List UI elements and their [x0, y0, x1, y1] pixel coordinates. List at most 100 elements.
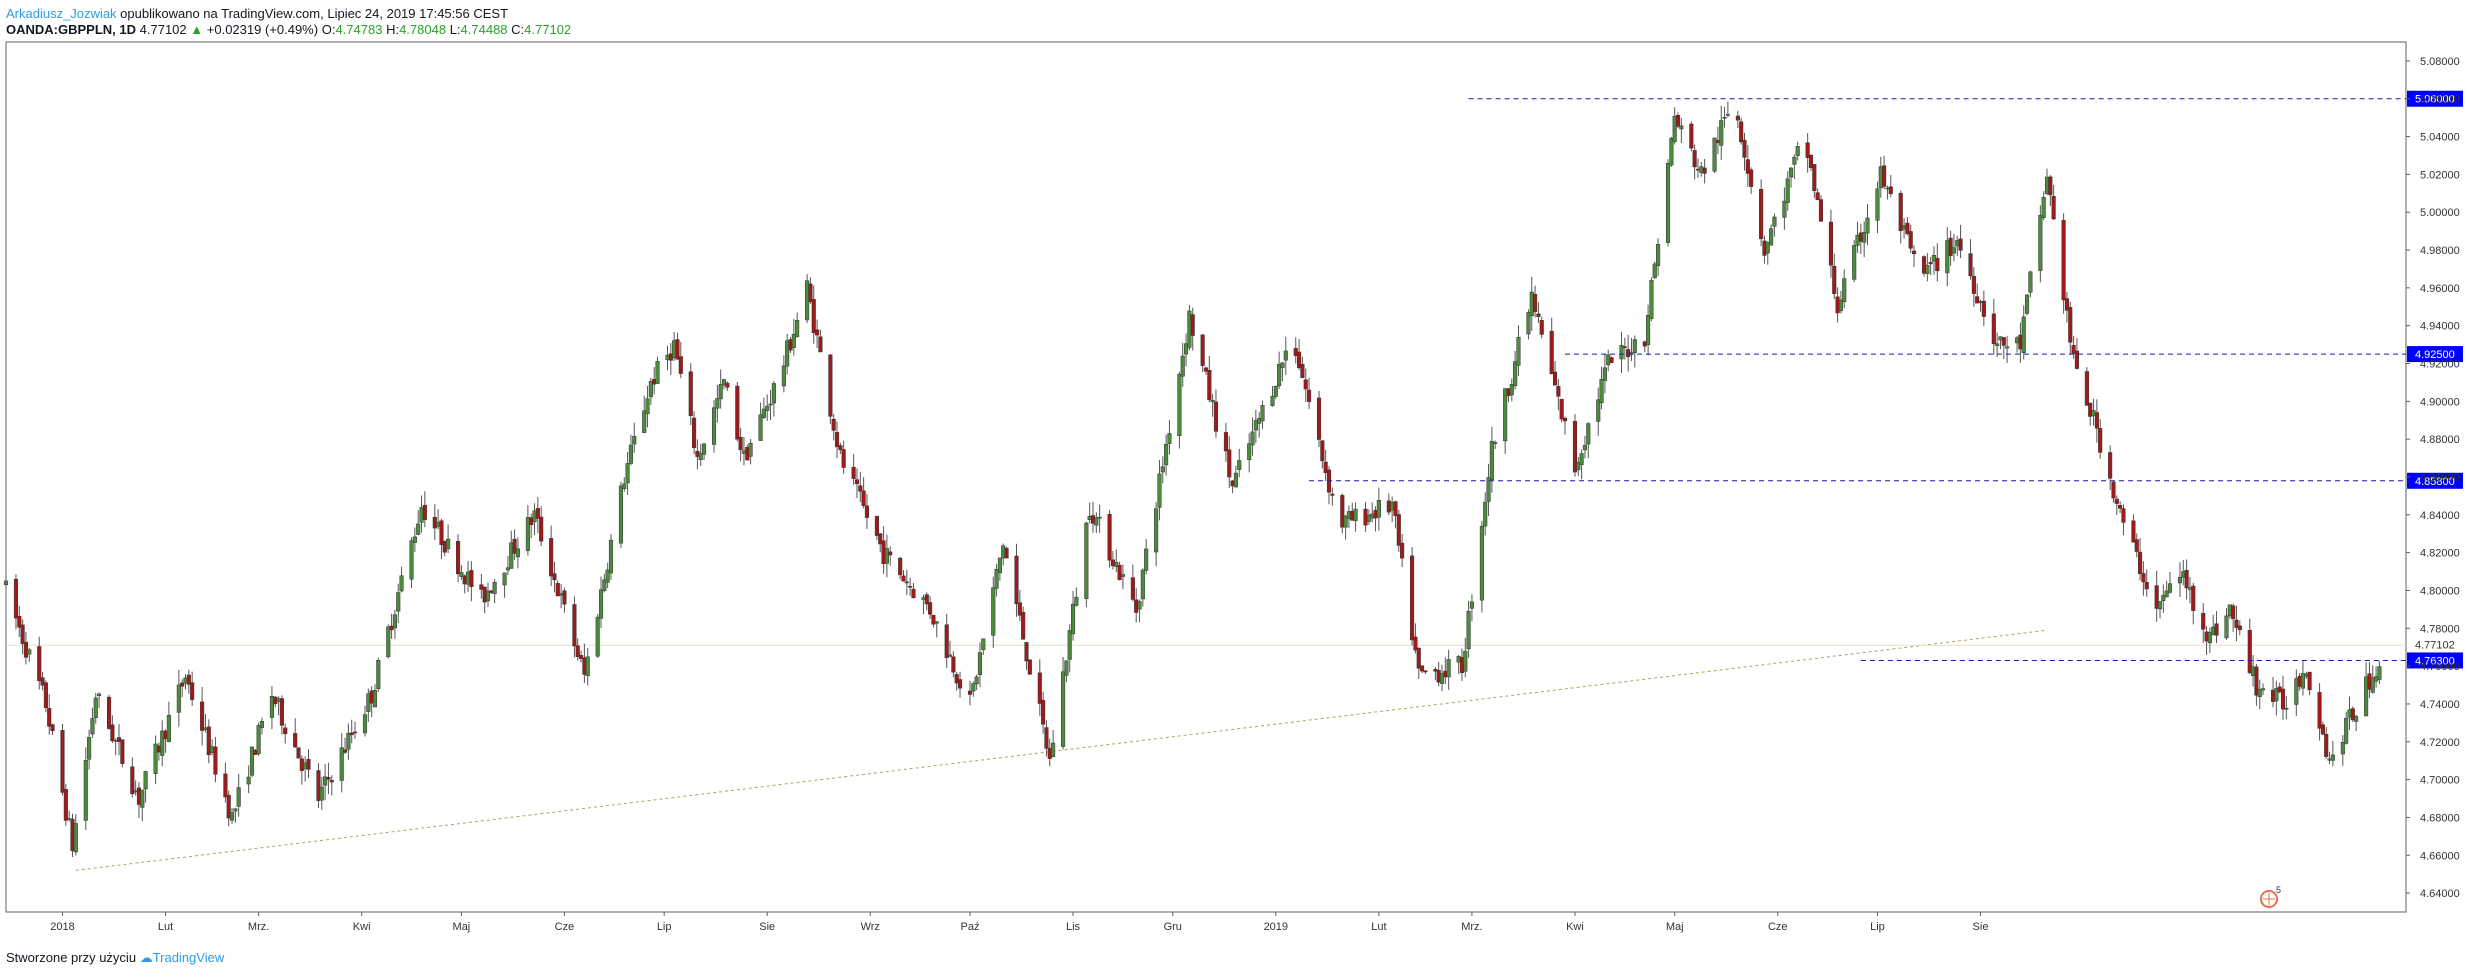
- author-link[interactable]: Arkadiusz_Jozwiak: [6, 6, 117, 21]
- candle: [2028, 270, 2033, 298]
- candle: [838, 442, 843, 455]
- candle: [1652, 261, 1657, 279]
- candle: [1875, 181, 1880, 234]
- candle: [1446, 649, 1451, 690]
- candle: [2084, 367, 2089, 406]
- trendline[interactable]: [75, 629, 2048, 871]
- candle: [43, 680, 48, 713]
- candle: [1297, 339, 1302, 371]
- candle: [1330, 487, 1335, 506]
- level-price-label: 4.76300: [2415, 655, 2455, 667]
- candle: [233, 807, 238, 823]
- candle: [299, 755, 304, 785]
- candle: [1562, 416, 1568, 435]
- candle: [1629, 337, 1634, 362]
- candle: [3, 576, 9, 588]
- candle: [977, 642, 983, 687]
- candle: [97, 692, 102, 709]
- candle: [1865, 203, 1870, 246]
- y-tick-label: 4.70000: [2420, 775, 2460, 787]
- candle: [811, 285, 816, 344]
- candle: [1433, 666, 1438, 681]
- candle: [346, 723, 351, 761]
- candle: [781, 355, 786, 393]
- candle: [2367, 661, 2372, 699]
- x-tick-label: Kwi: [1566, 921, 1584, 933]
- candle: [1180, 342, 1185, 387]
- candle: [2297, 673, 2302, 691]
- tradingview-link[interactable]: TradingView: [152, 950, 225, 965]
- level-price-tag: [2407, 472, 2463, 489]
- candle: [795, 312, 800, 338]
- candle: [1164, 434, 1169, 476]
- y-tick-label: 4.90000: [2420, 396, 2460, 408]
- candle: [1273, 385, 1278, 400]
- candle: [1772, 213, 1777, 237]
- y-tick-label: 5.02000: [2420, 169, 2460, 181]
- candle: [1283, 336, 1288, 375]
- candle: [482, 586, 487, 614]
- candle: [256, 722, 261, 756]
- candle: [2091, 398, 2096, 426]
- candle: [436, 509, 441, 530]
- candle: [2284, 695, 2289, 720]
- globe-icon[interactable]: 5: [2260, 885, 2281, 908]
- candle: [176, 669, 181, 727]
- candle: [1935, 243, 1940, 282]
- candle: [1187, 304, 1192, 351]
- candle: [489, 589, 494, 594]
- candle: [509, 530, 514, 569]
- candle: [372, 684, 378, 708]
- candle: [535, 496, 540, 534]
- candle: [2247, 618, 2252, 675]
- candle: [1862, 221, 1867, 258]
- candle: [1782, 187, 1787, 230]
- candle: [622, 477, 627, 492]
- candle: [901, 570, 906, 582]
- candle: [2181, 559, 2186, 586]
- candle: [465, 560, 471, 592]
- candle: [1044, 720, 1049, 757]
- candle: [2015, 335, 2020, 353]
- candle: [93, 692, 98, 724]
- y-tick-label: 4.82000: [2420, 548, 2460, 560]
- candle: [366, 688, 371, 722]
- candle: [1832, 253, 1837, 300]
- candle: [1184, 333, 1189, 367]
- candle: [668, 343, 673, 376]
- candle: [672, 331, 677, 362]
- candle: [1712, 137, 1717, 173]
- candle: [695, 439, 700, 470]
- candle: [2354, 714, 2359, 732]
- candle: [1921, 255, 1927, 277]
- candle: [2164, 580, 2169, 598]
- candle: [1207, 355, 1212, 403]
- candle: [1177, 371, 1182, 449]
- tradingview-logo-icon[interactable]: ☁: [139, 950, 153, 965]
- candle: [1087, 502, 1092, 524]
- candle: [2370, 665, 2375, 694]
- low-label: L:: [449, 22, 461, 37]
- candle: [648, 377, 653, 406]
- candle: [874, 515, 879, 541]
- candle: [1160, 456, 1165, 484]
- candle: [1785, 171, 1790, 211]
- candle: [1489, 426, 1494, 493]
- candle: [190, 671, 195, 706]
- x-tick-label: Sie: [1973, 921, 1989, 933]
- candle: [2274, 680, 2279, 716]
- candle: [1582, 435, 1587, 459]
- candle: [50, 723, 55, 735]
- candle: [73, 814, 78, 856]
- candle: [1410, 547, 1415, 646]
- x-tick-label: Cze: [555, 921, 575, 933]
- candle: [1739, 117, 1744, 145]
- y-tick-label: 4.86000: [2420, 472, 2460, 484]
- candle: [2211, 614, 2216, 636]
- candle: [1878, 156, 1883, 198]
- candle: [399, 566, 404, 593]
- candle: [83, 747, 88, 831]
- candle: [888, 546, 893, 566]
- candle: [2051, 185, 2056, 221]
